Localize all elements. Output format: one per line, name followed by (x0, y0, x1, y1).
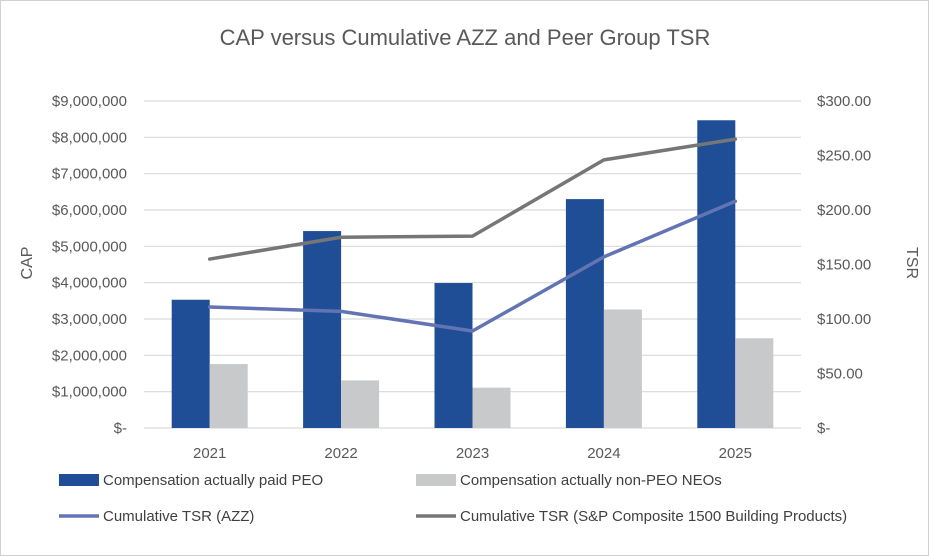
legend-label: Cumulative TSR (S&P Composite 1500 Build… (460, 508, 847, 525)
series-lines (207, 137, 738, 333)
y-axis-right-title: TSR (903, 247, 920, 279)
legend-label: Compensation actually non-PEO NEOs (460, 472, 722, 489)
legend-item: Compensation actually non-PEO NEOs (416, 472, 722, 489)
y-right-tick-label: $250.00 (817, 148, 871, 165)
y-left-tick-label: $7,000,000 (52, 166, 127, 183)
y-left-tick-label: $6,000,000 (52, 202, 127, 219)
bar-non-peo-2025 (735, 338, 774, 428)
y-right-tick-label: $150.00 (817, 257, 871, 274)
line-cumulative-tsr-azz (207, 199, 738, 333)
legend-swatch (416, 474, 456, 486)
bar-peo-2021 (171, 299, 210, 428)
left-axis-ticks: $- $1,000,000 $2,000,000 $3,000,000 $4,000,0… (52, 93, 127, 437)
y-right-tick-label: $300.00 (817, 93, 871, 110)
y-left-tick-label: $1,000,000 (52, 384, 127, 401)
gridlines (144, 100, 801, 429)
y-right-tick-label: $100.00 (817, 311, 871, 328)
y-left-tick-label: $8,000,000 (52, 129, 127, 146)
bar-non-peo-2024 (603, 309, 642, 428)
bar-peo-2024 (565, 199, 604, 428)
y-left-tick-label: $- (114, 420, 127, 437)
legend-label: Cumulative TSR (AZZ) (103, 508, 254, 525)
legend-swatch (59, 474, 99, 486)
x-axis-ticks: 2021 2022 2023 2024 2025 (193, 445, 752, 462)
y-left-tick-label: $5,000,000 (52, 238, 127, 255)
right-axis-ticks: $- $50.00 $100.00 $150.00 $200.00 $250.00 $300… (817, 93, 871, 437)
bars (171, 120, 774, 429)
legend-item: Compensation actually paid PEO (59, 472, 323, 489)
y-right-tick-label: $50.00 (817, 366, 863, 383)
bar-peo-2023 (434, 283, 473, 428)
legend-label: Compensation actually paid PEO (103, 472, 323, 489)
bar-peo-2022 (303, 231, 342, 428)
chart-title: CAP versus Cumulative AZZ and Peer Group… (220, 25, 711, 50)
x-tick-label: 2025 (719, 445, 752, 462)
y-left-tick-label: $3,000,000 (52, 311, 127, 328)
x-tick-label: 2022 (324, 445, 357, 462)
y-left-tick-label: $9,000,000 (52, 93, 127, 110)
bar-non-peo-2023 (472, 387, 511, 428)
legend-item: Cumulative TSR (AZZ) (59, 508, 254, 525)
y-axis-left-title: CAP (19, 247, 36, 280)
bar-non-peo-2022 (341, 380, 380, 428)
legend: Compensation actually paid PEO Compensati… (59, 472, 847, 525)
y-left-tick-label: $4,000,000 (52, 275, 127, 292)
bar-non-peo-2021 (209, 364, 248, 428)
y-right-tick-label: $- (817, 420, 830, 437)
y-left-tick-label: $2,000,000 (52, 347, 127, 364)
legend-item: Cumulative TSR (S&P Composite 1500 Build… (416, 508, 847, 525)
y-right-tick-label: $200.00 (817, 202, 871, 219)
line-cumulative-tsr-peer (207, 137, 738, 261)
x-tick-label: 2023 (456, 445, 489, 462)
bar-peo-2025 (697, 120, 736, 429)
x-tick-label: 2024 (587, 445, 620, 462)
x-tick-label: 2021 (193, 445, 226, 462)
